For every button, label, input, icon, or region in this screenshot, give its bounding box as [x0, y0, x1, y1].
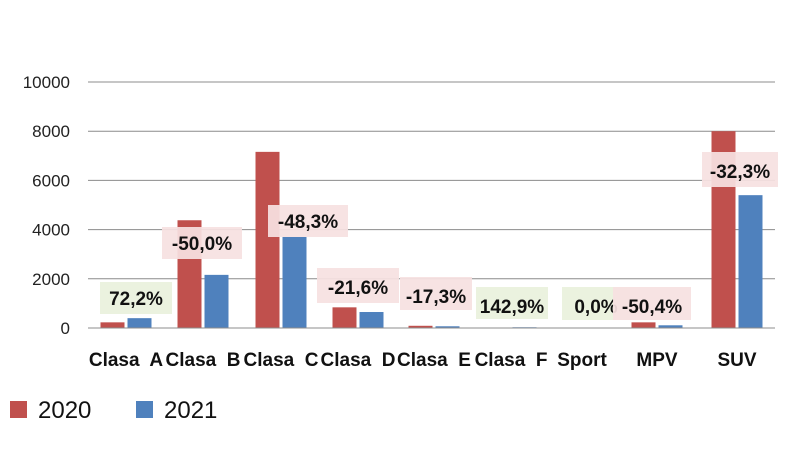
bar-2021-0	[127, 318, 152, 328]
change-label-box	[162, 227, 242, 259]
legend-label: 2020	[38, 397, 91, 424]
y-tick-label: 2000	[32, 270, 70, 289]
bar-2021-2	[282, 236, 307, 328]
change-label: -48,3%	[278, 212, 338, 233]
y-tick-label: 10000	[23, 73, 70, 92]
change-label-box	[613, 287, 691, 320]
x-tick-label: Clasa F	[475, 350, 548, 371]
change-label-box	[268, 205, 348, 237]
x-tick-label: SUV	[717, 350, 756, 371]
change-label: -21,6%	[328, 278, 388, 299]
bar-2021-4	[435, 326, 460, 328]
y-tick-label: 8000	[32, 122, 70, 141]
y-tick-label: 4000	[32, 221, 70, 240]
change-label: 0,0%	[574, 297, 617, 318]
bar-2021-1	[204, 274, 229, 328]
x-tick-label: MPV	[636, 350, 678, 371]
bar-2021-8	[738, 195, 763, 328]
x-tick-label: Sport	[557, 350, 607, 371]
y-tick-label: 6000	[32, 171, 70, 190]
bar-2021-3	[359, 312, 384, 328]
legend-swatch	[136, 401, 153, 418]
bar-2020-7	[631, 322, 656, 328]
change-label-box	[400, 277, 472, 310]
change-label: 72,2%	[109, 289, 163, 310]
change-label-box	[100, 282, 172, 314]
bar-2020-0	[100, 322, 125, 328]
legend-item-2020: 2020	[10, 397, 91, 424]
x-tick-label: Clasa E	[397, 350, 471, 371]
x-tick-label: Clasa D	[321, 350, 396, 371]
legend-label: 2021	[164, 397, 217, 424]
x-tick-label: Clasa A	[89, 350, 164, 371]
change-label: 142,9%	[480, 297, 545, 318]
change-label: -50,4%	[622, 297, 682, 318]
bar-2020-2	[255, 151, 280, 328]
legend-swatch	[10, 401, 27, 418]
x-tick-label: Clasa B	[166, 350, 241, 371]
legend-item-2021: 2021	[136, 397, 217, 424]
x-tick-label: Clasa C	[244, 350, 319, 371]
change-label: -17,3%	[406, 287, 466, 308]
y-tick-label: 0	[61, 319, 70, 338]
bar-2021-7	[658, 325, 683, 328]
change-label: -32,3%	[710, 162, 770, 183]
bar-2020-3	[332, 307, 357, 328]
change-label-box	[317, 268, 399, 303]
change-label-box	[476, 287, 548, 319]
bar-2020-4	[408, 325, 433, 328]
change-label: -50,0%	[172, 234, 232, 255]
change-label-box	[702, 152, 778, 187]
